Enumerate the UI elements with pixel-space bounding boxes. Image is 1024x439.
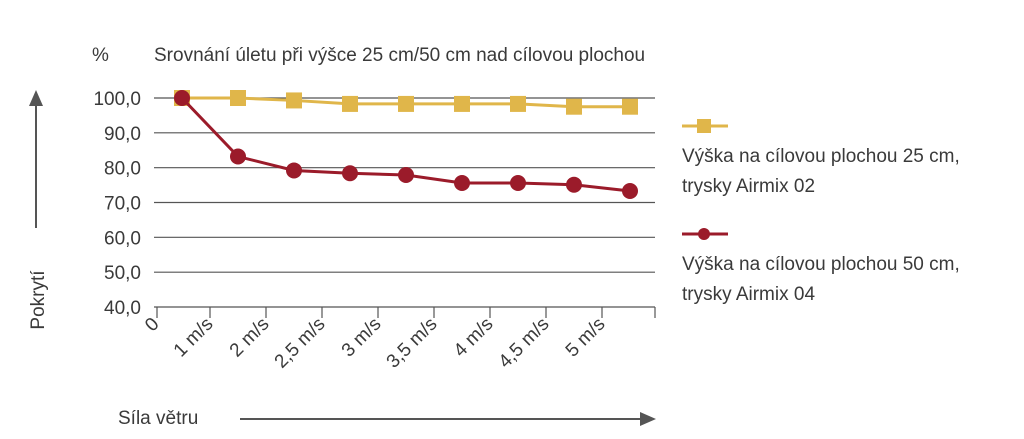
data-point-marker bbox=[286, 162, 302, 179]
data-point-marker bbox=[286, 92, 302, 109]
x-tick-label: 2,5 m/s bbox=[271, 314, 330, 373]
y-axis-label: Pokrytí bbox=[28, 270, 49, 330]
data-point-marker bbox=[342, 165, 358, 182]
y-axis-arrowhead bbox=[29, 90, 43, 106]
data-point-marker bbox=[510, 95, 526, 112]
unit-label: % bbox=[92, 45, 109, 66]
data-point-marker bbox=[342, 95, 358, 112]
data-point-marker bbox=[454, 95, 470, 112]
data-point-marker bbox=[566, 176, 582, 193]
y-tick-label: 70,0 bbox=[104, 194, 141, 215]
data-point-marker bbox=[622, 183, 638, 200]
data-point-marker bbox=[398, 166, 414, 183]
y-tick-label: 100,0 bbox=[93, 89, 141, 110]
data-point-marker bbox=[398, 95, 414, 112]
x-tick-label: 3 m/s bbox=[338, 314, 386, 362]
legend-label-1-line2: trysky Airmix 02 bbox=[682, 176, 815, 197]
x-tick-label: 0 bbox=[141, 314, 163, 336]
x-tick-label: 4 m/s bbox=[450, 314, 498, 362]
x-axis-label: Síla větru bbox=[118, 408, 198, 429]
legend-label-1: Výška na cílovou plochou 25 cm, bbox=[682, 146, 960, 167]
data-point-marker bbox=[566, 98, 582, 115]
y-tick-label: 40,0 bbox=[104, 298, 141, 319]
legend-marker-1 bbox=[697, 119, 711, 133]
chart-title: Srovnání úletu při výšce 25 cm/50 cm nad… bbox=[154, 45, 645, 66]
legend-label-2-line2: trysky Airmix 04 bbox=[682, 284, 815, 305]
data-point-marker bbox=[510, 174, 526, 191]
legend-label-2: Výška na cílovou plochou 50 cm, bbox=[682, 254, 960, 275]
y-tick-label: 60,0 bbox=[104, 228, 141, 249]
data-point-marker bbox=[230, 148, 246, 165]
data-point-marker bbox=[622, 98, 638, 115]
data-point-marker bbox=[230, 90, 246, 106]
x-axis-arrowhead bbox=[640, 412, 656, 426]
x-tick-label: 5 m/s bbox=[562, 314, 610, 362]
x-tick-label: 3,5 m/s bbox=[383, 314, 442, 373]
y-tick-label: 80,0 bbox=[104, 159, 141, 180]
legend-marker-2 bbox=[698, 228, 710, 240]
x-tick-label: 4,5 m/s bbox=[495, 314, 554, 373]
x-tick-label: 1 m/s bbox=[170, 314, 218, 362]
x-tick-label: 2 m/s bbox=[226, 314, 274, 362]
data-point-marker bbox=[174, 90, 190, 106]
y-tick-label: 50,0 bbox=[104, 263, 141, 284]
data-point-marker bbox=[454, 174, 470, 191]
y-tick-label: 90,0 bbox=[104, 124, 141, 145]
